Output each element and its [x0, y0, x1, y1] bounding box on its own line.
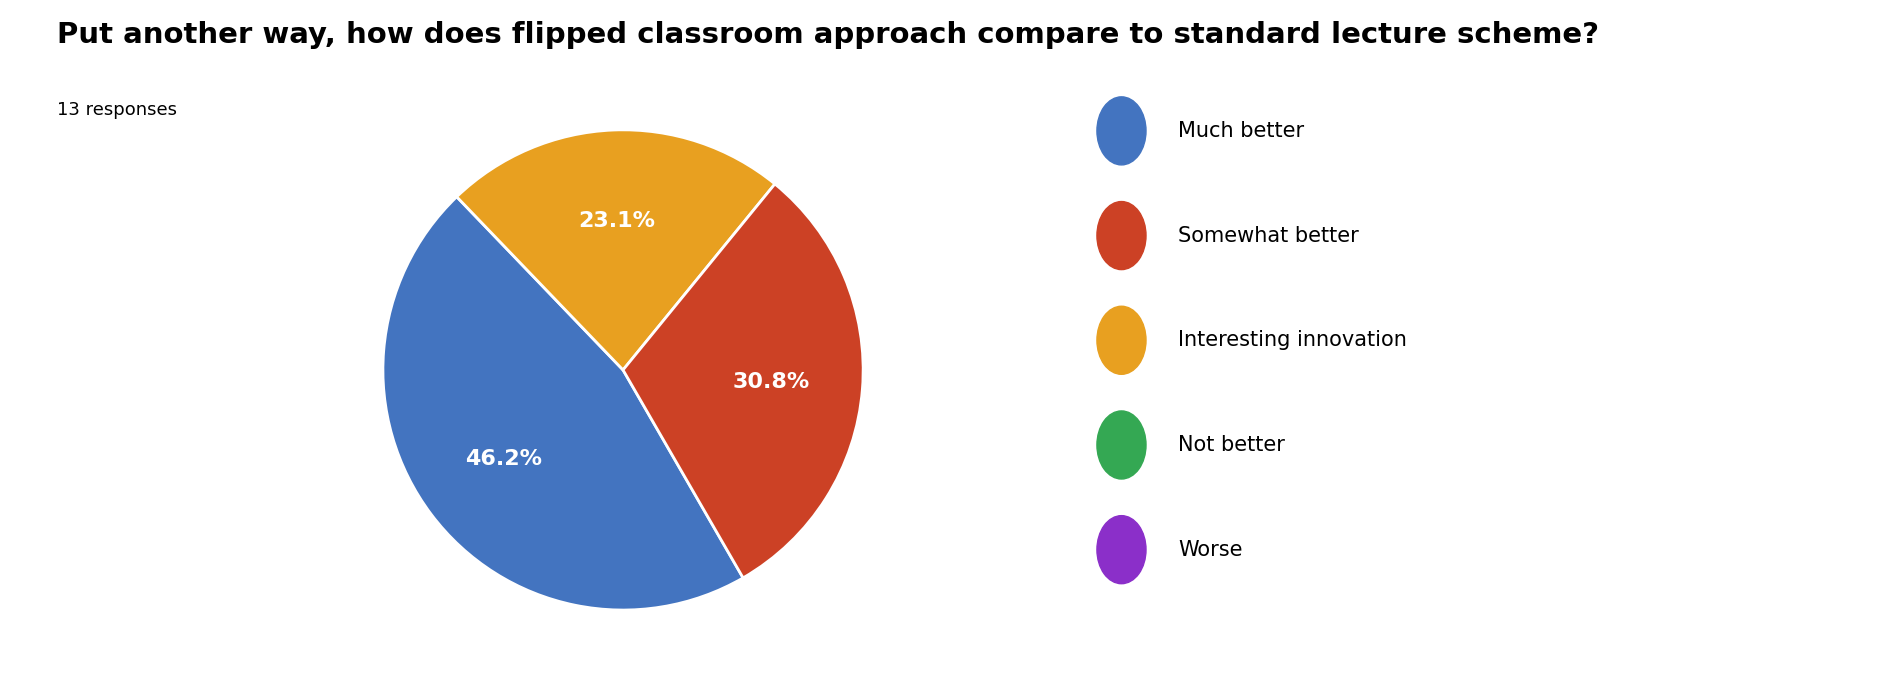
Wedge shape	[457, 130, 774, 370]
Text: 46.2%: 46.2%	[466, 450, 542, 469]
Text: Interesting innovation: Interesting innovation	[1178, 330, 1407, 350]
Text: 23.1%: 23.1%	[578, 211, 655, 231]
Ellipse shape	[1097, 97, 1146, 165]
Text: Not better: Not better	[1178, 435, 1286, 455]
Ellipse shape	[1097, 411, 1146, 479]
Text: 13 responses: 13 responses	[57, 101, 177, 119]
Text: 30.8%: 30.8%	[733, 372, 810, 392]
Ellipse shape	[1097, 306, 1146, 374]
Wedge shape	[383, 197, 744, 610]
Text: Worse: Worse	[1178, 540, 1242, 560]
Ellipse shape	[1097, 202, 1146, 269]
Text: Much better: Much better	[1178, 121, 1305, 141]
Wedge shape	[623, 184, 863, 578]
Text: Put another way, how does flipped classroom approach compare to standard lecture: Put another way, how does flipped classr…	[57, 21, 1599, 49]
Text: Somewhat better: Somewhat better	[1178, 225, 1359, 246]
Ellipse shape	[1097, 516, 1146, 584]
